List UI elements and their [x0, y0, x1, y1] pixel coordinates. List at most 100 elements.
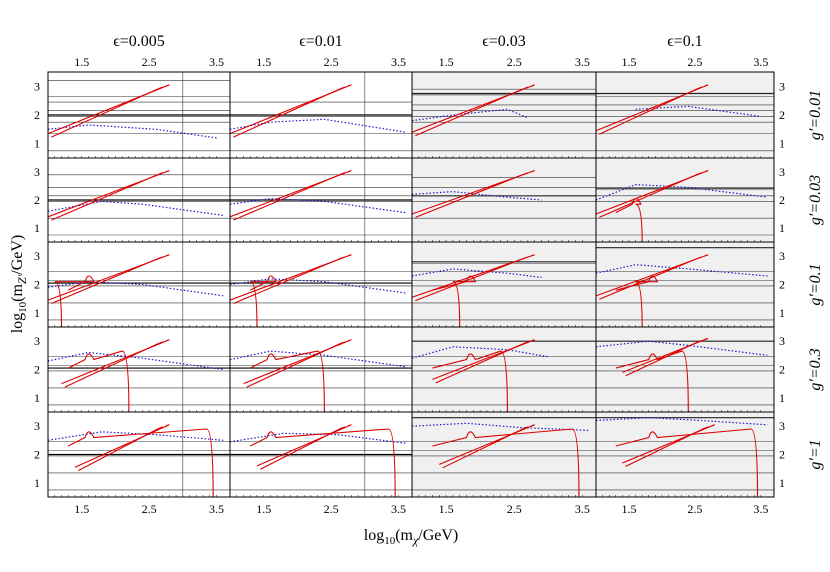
x-tick-label-bottom: 3.5: [391, 502, 406, 516]
red-contour-lower: [78, 427, 160, 472]
x-tick-label-top: 1.5: [256, 55, 271, 69]
panel-frame: [595, 411, 775, 498]
red-resonance-curve: [615, 428, 759, 498]
panel-r3-c3: [595, 326, 775, 413]
red-contour-tip: [698, 254, 709, 259]
red-contour-lower: [435, 342, 525, 384]
red-resonance-curve: [249, 428, 396, 498]
red-contour-lower: [260, 427, 342, 470]
panel-background: [412, 412, 596, 497]
y-tick-label: 1: [34, 391, 40, 405]
y-tick-label-right: 2: [779, 448, 785, 462]
red-contour-tip: [524, 339, 535, 344]
panel-r0-c3: [595, 71, 775, 159]
red-resonance-curve: [67, 428, 214, 498]
blue-dotted-curve: [595, 264, 768, 277]
red-contour-lower: [599, 87, 699, 135]
x-tick-label-top: 3.5: [391, 55, 406, 69]
y-tick-label: 3: [34, 419, 40, 433]
red-contour-lower: [51, 257, 160, 304]
y-tick-label: 2: [34, 448, 40, 462]
panel-r0-c1: [229, 71, 413, 159]
x-tick-label-bottom: 3.5: [575, 502, 590, 516]
column-title: ϵ=0.01: [299, 33, 343, 50]
x-tick-label-bottom: 3.5: [209, 502, 224, 516]
y-tick-label: 1: [34, 137, 40, 151]
red-resonance-curve: [249, 350, 325, 413]
panel-r1-c0: [47, 157, 231, 243]
red-contour-tip: [341, 424, 352, 429]
panel-r3-c2: [411, 326, 597, 413]
panel-background: [230, 327, 412, 412]
red-resonance-curve: [615, 275, 659, 328]
red-contour-tip: [698, 337, 709, 343]
panel-r4-c3: [595, 411, 775, 498]
panel-r1-c3: [595, 157, 775, 243]
panel-r4-c0: [47, 411, 231, 498]
red-contour-lower: [415, 173, 525, 218]
red-contour-tip: [698, 170, 709, 175]
red-resonance-curve: [615, 198, 643, 243]
y-tick-label-right: 2: [779, 108, 785, 122]
x-tick-label-bottom: 2.5: [324, 502, 339, 516]
y-tick-label-right: 1: [779, 476, 785, 490]
red-contour-lower: [233, 173, 342, 221]
panel-r2-c3: [595, 241, 775, 328]
panel-background: [596, 158, 774, 242]
red-contour-tip: [341, 170, 352, 175]
red-contour-lower: [246, 342, 342, 388]
row-title: g′=0.01: [807, 90, 824, 140]
red-contour-tip: [704, 424, 715, 429]
panel-r4-c2: [411, 411, 597, 498]
y-tick-label-right: 2: [779, 193, 785, 207]
panel-r3-c0: [47, 326, 231, 413]
x-tick-label-top: 1.5: [439, 55, 454, 69]
y-tick-label: 2: [34, 278, 40, 292]
column-title: ϵ=0.03: [482, 33, 526, 50]
red-contour-tip: [159, 424, 170, 429]
row-title: g′=0.1: [807, 263, 824, 305]
y-tick-label: 3: [34, 334, 40, 348]
red-contour-tip: [341, 84, 352, 89]
blue-dotted-curve: [47, 431, 224, 441]
red-resonance-curve: [432, 350, 508, 413]
red-contour-lower: [51, 87, 160, 138]
panel-r2-c0: [47, 241, 231, 328]
blue-dotted-curve: [595, 183, 768, 201]
red-contour-lower: [415, 257, 525, 302]
blue-dotted-curve: [411, 268, 542, 278]
y-tick-label-right: 1: [779, 391, 785, 405]
red-contour-lower: [64, 342, 160, 388]
row-title: g′=1: [807, 439, 824, 469]
x-tick-label-top: 2.5: [324, 55, 339, 69]
y-tick-label-right: 1: [779, 306, 785, 320]
y-tick-label: 3: [34, 249, 40, 263]
panel-background: [412, 72, 596, 158]
red-contour-tip: [341, 254, 352, 259]
x-tick-label-top: 1.5: [74, 55, 89, 69]
panel-r1-c2: [411, 157, 597, 243]
red-contour-tip: [698, 84, 709, 89]
panel-r1-c1: [229, 157, 413, 243]
panel-r2-c2: [411, 241, 597, 328]
panel-background: [596, 412, 774, 497]
red-resonance-curve: [432, 428, 580, 498]
panel-grid: [47, 71, 775, 498]
column-title: ϵ=0.005: [113, 33, 165, 50]
red-contour-lower: [51, 173, 160, 221]
row-title: g′=0.3: [807, 348, 824, 390]
x-tick-label-top: 3.5: [753, 55, 768, 69]
x-tick-label-bottom: 1.5: [621, 502, 636, 516]
y-tick-label-right: 3: [779, 165, 785, 179]
y-tick-label: 3: [34, 79, 40, 93]
red-resonance-curve: [54, 275, 95, 328]
column-title: ϵ=0.1: [667, 33, 703, 50]
red-contour-tip: [159, 170, 170, 175]
x-tick-label-top: 2.5: [507, 55, 522, 69]
red-contour-tip: [159, 84, 170, 89]
y-tick-label: 1: [34, 306, 40, 320]
blue-dotted-curve: [411, 346, 549, 359]
red-contour-upper: [74, 424, 170, 468]
y-axis-label: log10(mZ′/GeV): [9, 235, 29, 334]
